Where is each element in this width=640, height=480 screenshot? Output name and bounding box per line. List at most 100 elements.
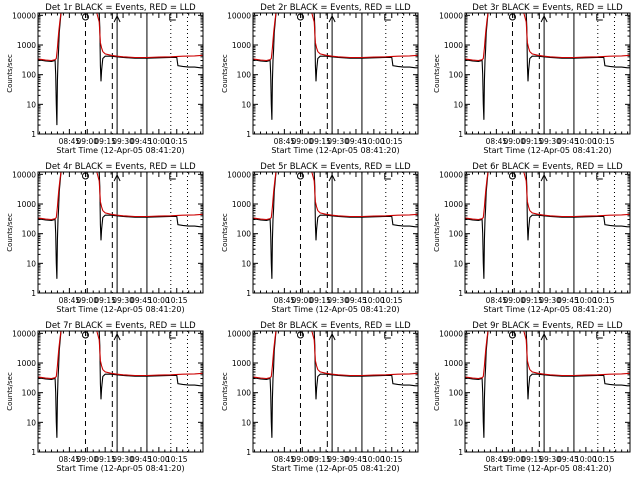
x-tick-label: 09:45 — [345, 455, 367, 464]
marker-circle-symbol — [81, 172, 89, 180]
marker-bracket-symbol — [169, 14, 176, 21]
events-series-line — [465, 13, 630, 120]
y-axis-label: Counts/sec — [6, 213, 14, 252]
x-tick-label: 09:15 — [94, 296, 116, 305]
x-tick-label: 10:15 — [166, 137, 188, 146]
x-tick-label: 09:00 — [291, 137, 313, 146]
x-tick-label: 09:15 — [94, 137, 116, 146]
x-tick-label: 09:00 — [503, 455, 525, 464]
y-tick-label: 100 — [449, 230, 464, 239]
x-tick-label: 09:45 — [130, 296, 152, 305]
panel-title: Det 1r BLACK = Events, RED = LLD — [45, 3, 196, 13]
x-tick-label: 08:45 — [59, 296, 81, 305]
marker-caret-symbol — [540, 173, 548, 182]
y-tick-label: 100 — [237, 230, 252, 239]
x-tick-label: 09:00 — [503, 137, 525, 146]
x-tick-label: 09:00 — [76, 455, 98, 464]
x-tick-label: 09:15 — [309, 455, 331, 464]
y-tick-label: 10 — [453, 100, 463, 109]
x-tick-label: 10:00 — [148, 137, 170, 146]
lld-series-line — [253, 172, 418, 221]
marker-caret-symbol — [328, 332, 336, 341]
panel-title: Det 9r BLACK = Events, RED = LLD — [472, 321, 623, 331]
x-tick-label: 10:00 — [363, 455, 385, 464]
y-tick-label: 10 — [26, 259, 36, 268]
x-tick-label: 09:30 — [112, 296, 134, 305]
x-tick-label: 10:15 — [166, 296, 188, 305]
y-tick-label: 100 — [22, 71, 37, 80]
x-tick-label: 09:45 — [345, 137, 367, 146]
marker-bracket-symbol — [596, 173, 603, 180]
y-tick-label: 1000 — [232, 41, 251, 50]
y-tick-label: 1000 — [17, 359, 36, 368]
y-axis-label: Counts/sec — [433, 54, 441, 93]
x-axis-label: Start Time (12-Apr-05 08:41:20) — [56, 305, 184, 314]
x-tick-label: 09:15 — [309, 296, 331, 305]
marker-circle-symbol — [508, 13, 516, 21]
x-tick-label: 09:30 — [327, 296, 349, 305]
y-axis-label: Counts/sec — [221, 213, 229, 252]
x-axis-label: Start Time (12-Apr-05 08:41:20) — [271, 305, 399, 314]
y-tick-label: 100 — [22, 230, 37, 239]
x-tick-label: 10:00 — [575, 137, 597, 146]
y-tick-label: 1 — [246, 130, 251, 139]
marker-caret-symbol — [113, 14, 121, 23]
lld-series-line — [253, 13, 418, 62]
x-axis-label: Start Time (12-Apr-05 08:41:20) — [483, 464, 611, 473]
x-tick-label: 10:15 — [381, 296, 403, 305]
x-tick-label: 10:15 — [593, 137, 615, 146]
plot-frame — [37, 330, 204, 453]
marker-bracket-symbol — [596, 14, 603, 21]
marker-caret-symbol — [113, 332, 121, 341]
x-tick-label: 09:00 — [503, 296, 525, 305]
x-tick-label: 09:30 — [539, 455, 561, 464]
plot-frame — [252, 12, 419, 135]
x-tick-label: 09:30 — [539, 296, 561, 305]
y-tick-label: 1 — [246, 289, 251, 298]
x-tick-label: 09:45 — [557, 137, 579, 146]
x-tick-label: 09:15 — [521, 455, 543, 464]
marker-caret-symbol — [540, 14, 548, 23]
marker-circle-symbol — [81, 331, 89, 339]
lld-series-line — [465, 172, 630, 221]
lld-series-line — [38, 172, 203, 221]
x-tick-label: 09:00 — [291, 296, 313, 305]
x-tick-label: 09:45 — [557, 455, 579, 464]
detector-panel-7: Det 7r BLACK = Events, RED = LLD 1 10 100 10… — [6, 321, 204, 473]
y-tick-label: 100 — [237, 71, 252, 80]
x-tick-label: 08:45 — [486, 455, 508, 464]
y-tick-label: 1 — [458, 130, 463, 139]
x-tick-label: 10:00 — [148, 296, 170, 305]
x-tick-label: 09:00 — [76, 296, 98, 305]
x-tick-label: 09:45 — [557, 296, 579, 305]
x-tick-label: 10:00 — [575, 296, 597, 305]
marker-caret-symbol — [328, 14, 336, 23]
marker-circle-symbol — [296, 13, 304, 21]
y-axis-label: Counts/sec — [433, 372, 441, 411]
panel-title: Det 2r BLACK = Events, RED = LLD — [260, 3, 411, 13]
detector-panel-8: Det 8r BLACK = Events, RED = LLD 1 10 100 10… — [221, 321, 419, 473]
plot-frame — [252, 171, 419, 294]
events-series-line — [253, 13, 418, 120]
y-tick-label: 10000 — [439, 170, 463, 179]
events-series-line — [253, 172, 418, 279]
x-tick-label: 08:45 — [59, 455, 81, 464]
plot-frame — [37, 12, 204, 135]
y-tick-label: 10 — [26, 100, 36, 109]
plot-frame — [37, 171, 204, 294]
y-tick-label: 1000 — [444, 359, 463, 368]
y-axis-label: Counts/sec — [221, 54, 229, 93]
y-tick-label: 100 — [449, 71, 464, 80]
panel-title: Det 8r BLACK = Events, RED = LLD — [260, 321, 411, 331]
x-tick-label: 09:30 — [112, 455, 134, 464]
x-axis-label: Start Time (12-Apr-05 08:41:20) — [483, 305, 611, 314]
lld-series-line — [38, 13, 203, 62]
y-tick-label: 100 — [237, 389, 252, 398]
marker-bracket-symbol — [596, 332, 603, 339]
x-tick-label: 08:45 — [274, 296, 296, 305]
y-tick-label: 100 — [449, 389, 464, 398]
panel-title: Det 7r BLACK = Events, RED = LLD — [45, 321, 196, 331]
y-tick-label: 10 — [241, 418, 251, 427]
y-tick-label: 1 — [31, 448, 36, 457]
x-tick-label: 08:45 — [486, 296, 508, 305]
